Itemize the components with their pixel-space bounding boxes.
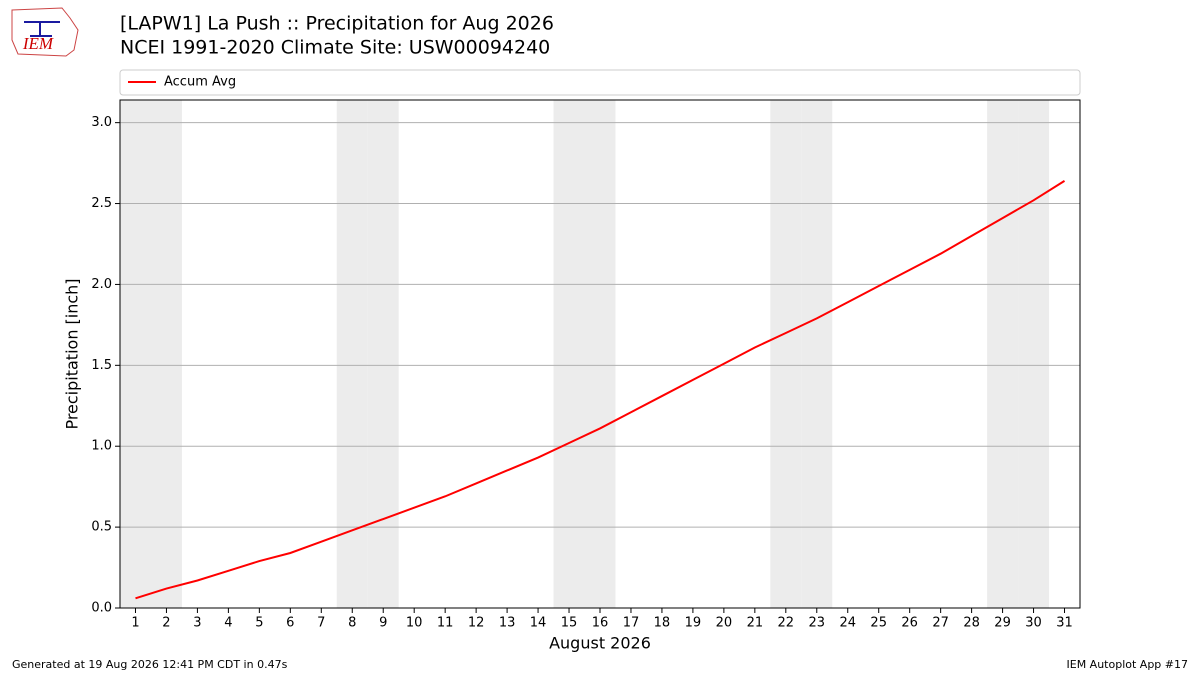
x-tick-label: 28 [963, 616, 980, 631]
logo-icon [24, 21, 60, 37]
x-tick-label: 27 [932, 616, 949, 631]
x-tick-label: 14 [530, 616, 547, 631]
x-tick-label: 15 [561, 616, 578, 631]
y-tick-label: 0.5 [91, 520, 112, 535]
x-tick-label: 3 [193, 616, 201, 631]
y-tick-label: 3.0 [91, 115, 112, 130]
y-tick-label: 2.5 [91, 196, 112, 211]
footer-left: Generated at 19 Aug 2026 12:41 PM CDT in… [12, 658, 288, 671]
weekend-shade [801, 100, 833, 608]
x-tick-label: 29 [994, 616, 1011, 631]
x-tick-label: 8 [348, 616, 356, 631]
plot-frame [119, 99, 1081, 609]
x-tick-label: 13 [499, 616, 516, 631]
logo-outline [11, 7, 79, 57]
weekend-shade [150, 100, 182, 608]
chart-subtitle: NCEI 1991-2020 Climate Site: USW00094240 [120, 37, 550, 59]
x-tick-label: 30 [1025, 616, 1042, 631]
x-tick-label: 19 [685, 616, 702, 631]
y-tick-label: 1.0 [91, 439, 112, 454]
x-tick-label: 31 [1056, 616, 1073, 631]
x-tick-label: 26 [901, 616, 918, 631]
y-tick-label: 1.5 [91, 358, 112, 373]
legend-box [119, 69, 1081, 96]
x-tick-label: 20 [716, 616, 733, 631]
weekend-shade [584, 100, 616, 608]
x-tick-label: 22 [778, 616, 795, 631]
x-tick-label: 9 [379, 616, 387, 631]
x-tick-label: 6 [286, 616, 294, 631]
x-tick-label: 24 [839, 616, 856, 631]
data-line [135, 180, 1066, 600]
chart-title: [LAPW1] La Push :: Precipitation for Aug… [120, 13, 554, 35]
weekend-shade [987, 100, 1019, 608]
x-tick-label: 23 [809, 616, 826, 631]
logo: IEM [11, 7, 79, 57]
weekend-shade [336, 100, 368, 608]
y-axis-label: Precipitation [inch] [63, 278, 82, 429]
y-tick-label: 2.0 [91, 277, 112, 292]
weekend-shade [367, 100, 399, 608]
weekend-shade [120, 100, 151, 608]
x-axis-label: August 2026 [549, 634, 651, 653]
y-tick-label: 0.0 [91, 601, 112, 616]
x-tick-label: 1 [131, 616, 139, 631]
legend-label: Accum Avg [164, 75, 236, 90]
x-tick-label: 17 [623, 616, 640, 631]
weekend-shade [553, 100, 585, 608]
x-tick-label: 7 [317, 616, 325, 631]
x-tick-label: 11 [437, 616, 454, 631]
x-tick-label: 21 [747, 616, 764, 631]
weekend-shade [1018, 100, 1050, 608]
x-tick-label: 12 [468, 616, 485, 631]
x-tick-label: 4 [224, 616, 232, 631]
x-tick-label: 16 [592, 616, 609, 631]
x-tick-label: 10 [406, 616, 423, 631]
x-tick-label: 18 [654, 616, 671, 631]
x-tick-label: 5 [255, 616, 263, 631]
logo-text: IEM [22, 34, 54, 53]
x-tick-label: 2 [162, 616, 170, 631]
weekend-shade [770, 100, 802, 608]
x-tick-label: 25 [870, 616, 887, 631]
footer-right: IEM Autoplot App #17 [1067, 658, 1189, 671]
